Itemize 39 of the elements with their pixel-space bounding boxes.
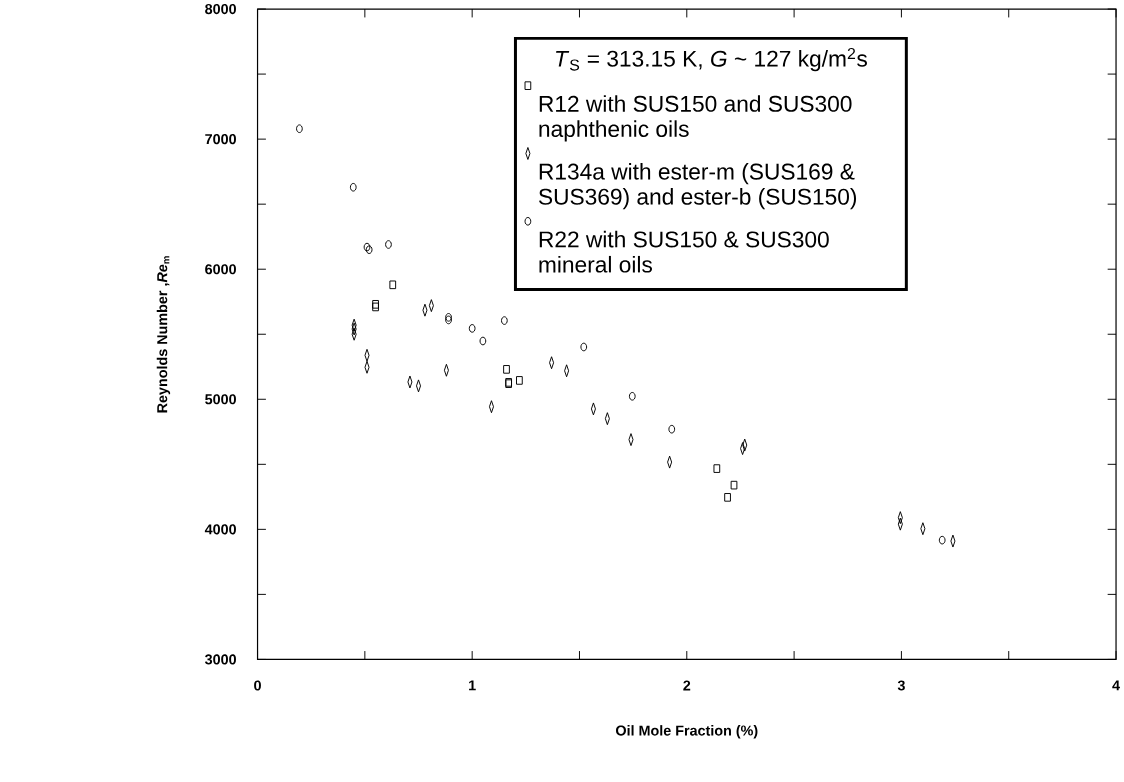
point (372, 302, 379, 312)
point (365, 245, 373, 254)
point (668, 424, 676, 434)
point (389, 280, 397, 289)
point (479, 336, 487, 346)
point (445, 315, 452, 325)
point (724, 492, 731, 502)
point (503, 364, 510, 374)
y-tick-label: 7000 (205, 133, 236, 145)
y-axis-title: Reynolds Number ,Re$_{m}$ (156, 256, 171, 413)
point (363, 242, 371, 252)
point (628, 391, 636, 401)
y-tick-label: 4000 (204, 524, 236, 535)
legend-title: T$_{S}$ = 313.15 K, G ~ 127 kg/m$^{2}$s (556, 47, 867, 72)
point (501, 316, 508, 325)
legend-label: R134a with ester-m (SUS169 & SUS369) and ester-b (SUS150) (538, 162, 857, 210)
x-axis-title: Oil Mole Fraction (%) (616, 724, 758, 739)
x-tick-label: 2 (683, 680, 691, 691)
legend-label: R12 with SUS150 and SUS300 naphthenic oils (539, 95, 852, 142)
point (468, 323, 476, 333)
point (296, 124, 303, 133)
y-tick-label: 3000 (204, 654, 236, 665)
x-tick-label: 1 (469, 680, 476, 691)
point (349, 182, 357, 192)
x-tick-label: 4 (1112, 680, 1120, 691)
legend-label: R22 with SUS150 & SUS300 mineral oils (539, 230, 829, 273)
y-tick-label: 5000 (205, 394, 236, 405)
point (730, 480, 738, 490)
point (385, 240, 392, 249)
x-tick-label: 0 (254, 680, 261, 691)
y-tick-label: 8000 (205, 3, 236, 14)
point (516, 375, 523, 385)
y-tick-label: 6000 (205, 263, 236, 275)
x-tick-label: 3 (897, 680, 905, 691)
point (372, 299, 379, 309)
point (938, 535, 946, 545)
point (580, 342, 588, 352)
point (445, 312, 452, 322)
point (713, 464, 721, 473)
